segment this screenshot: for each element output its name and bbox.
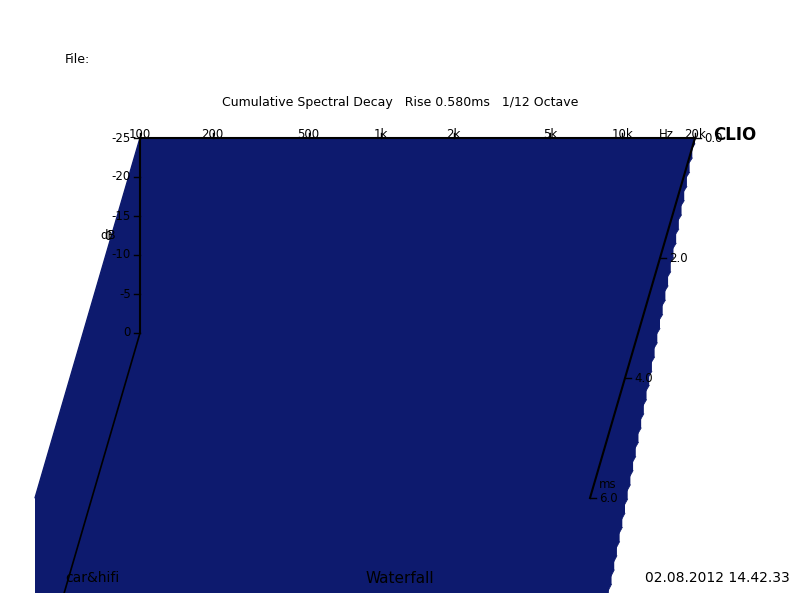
Text: CLIO: CLIO bbox=[713, 126, 756, 144]
Polygon shape bbox=[116, 221, 670, 356]
Polygon shape bbox=[110, 240, 666, 384]
Polygon shape bbox=[78, 350, 633, 554]
Polygon shape bbox=[83, 332, 638, 525]
Polygon shape bbox=[59, 415, 614, 593]
Text: Cumulative Spectral Decay   Rise 0.580ms   1/12 Octave: Cumulative Spectral Decay Rise 0.580ms 1… bbox=[222, 96, 578, 109]
Polygon shape bbox=[121, 203, 676, 328]
Polygon shape bbox=[134, 157, 690, 257]
Text: 4.0: 4.0 bbox=[634, 371, 653, 384]
Polygon shape bbox=[38, 489, 593, 593]
Text: ms: ms bbox=[599, 477, 617, 490]
Text: 2.0: 2.0 bbox=[669, 251, 688, 264]
Polygon shape bbox=[130, 175, 684, 286]
Text: 2k: 2k bbox=[446, 128, 461, 141]
Text: -15: -15 bbox=[112, 209, 131, 222]
Text: 200: 200 bbox=[202, 128, 224, 141]
Text: File:: File: bbox=[65, 53, 90, 66]
Polygon shape bbox=[91, 304, 646, 483]
Polygon shape bbox=[132, 165, 687, 272]
Text: -10: -10 bbox=[112, 248, 131, 262]
Polygon shape bbox=[57, 424, 611, 593]
Polygon shape bbox=[138, 147, 692, 243]
Text: -5: -5 bbox=[119, 288, 131, 301]
Polygon shape bbox=[51, 442, 606, 593]
Polygon shape bbox=[62, 406, 617, 593]
Text: 0: 0 bbox=[104, 231, 112, 244]
Polygon shape bbox=[49, 452, 603, 593]
Text: 1k: 1k bbox=[374, 128, 388, 141]
Polygon shape bbox=[108, 249, 662, 398]
Text: Waterfall: Waterfall bbox=[366, 571, 434, 586]
Polygon shape bbox=[75, 359, 630, 568]
Polygon shape bbox=[40, 480, 595, 593]
Polygon shape bbox=[35, 138, 695, 498]
Text: Hz: Hz bbox=[658, 128, 674, 141]
Polygon shape bbox=[54, 433, 609, 593]
Text: 5k: 5k bbox=[542, 128, 557, 141]
Polygon shape bbox=[102, 267, 658, 427]
Polygon shape bbox=[126, 184, 682, 300]
Polygon shape bbox=[118, 212, 674, 342]
Text: 100: 100 bbox=[129, 128, 151, 141]
Text: 10k: 10k bbox=[611, 128, 634, 141]
Polygon shape bbox=[86, 323, 641, 511]
Polygon shape bbox=[65, 397, 620, 593]
Text: 0.0: 0.0 bbox=[704, 132, 722, 145]
Text: 20k: 20k bbox=[684, 128, 706, 141]
Polygon shape bbox=[67, 387, 622, 593]
Text: dB: dB bbox=[100, 229, 116, 242]
Text: 500: 500 bbox=[298, 128, 320, 141]
Text: 0: 0 bbox=[124, 327, 131, 340]
Polygon shape bbox=[73, 369, 628, 579]
Polygon shape bbox=[89, 313, 644, 498]
Text: car&hifi: car&hifi bbox=[65, 571, 119, 585]
Text: 6.0: 6.0 bbox=[599, 492, 618, 505]
Polygon shape bbox=[140, 138, 695, 229]
Polygon shape bbox=[100, 276, 654, 441]
Polygon shape bbox=[46, 461, 601, 593]
Text: -25: -25 bbox=[112, 132, 131, 145]
Polygon shape bbox=[43, 470, 598, 593]
Polygon shape bbox=[97, 286, 652, 455]
Text: 02.08.2012 14.42.33: 02.08.2012 14.42.33 bbox=[646, 571, 790, 585]
Polygon shape bbox=[105, 258, 660, 413]
Polygon shape bbox=[113, 230, 668, 370]
Polygon shape bbox=[70, 378, 625, 589]
Polygon shape bbox=[94, 295, 650, 469]
Polygon shape bbox=[35, 498, 590, 593]
Polygon shape bbox=[124, 193, 679, 314]
Polygon shape bbox=[81, 341, 636, 540]
Text: -20: -20 bbox=[112, 171, 131, 183]
